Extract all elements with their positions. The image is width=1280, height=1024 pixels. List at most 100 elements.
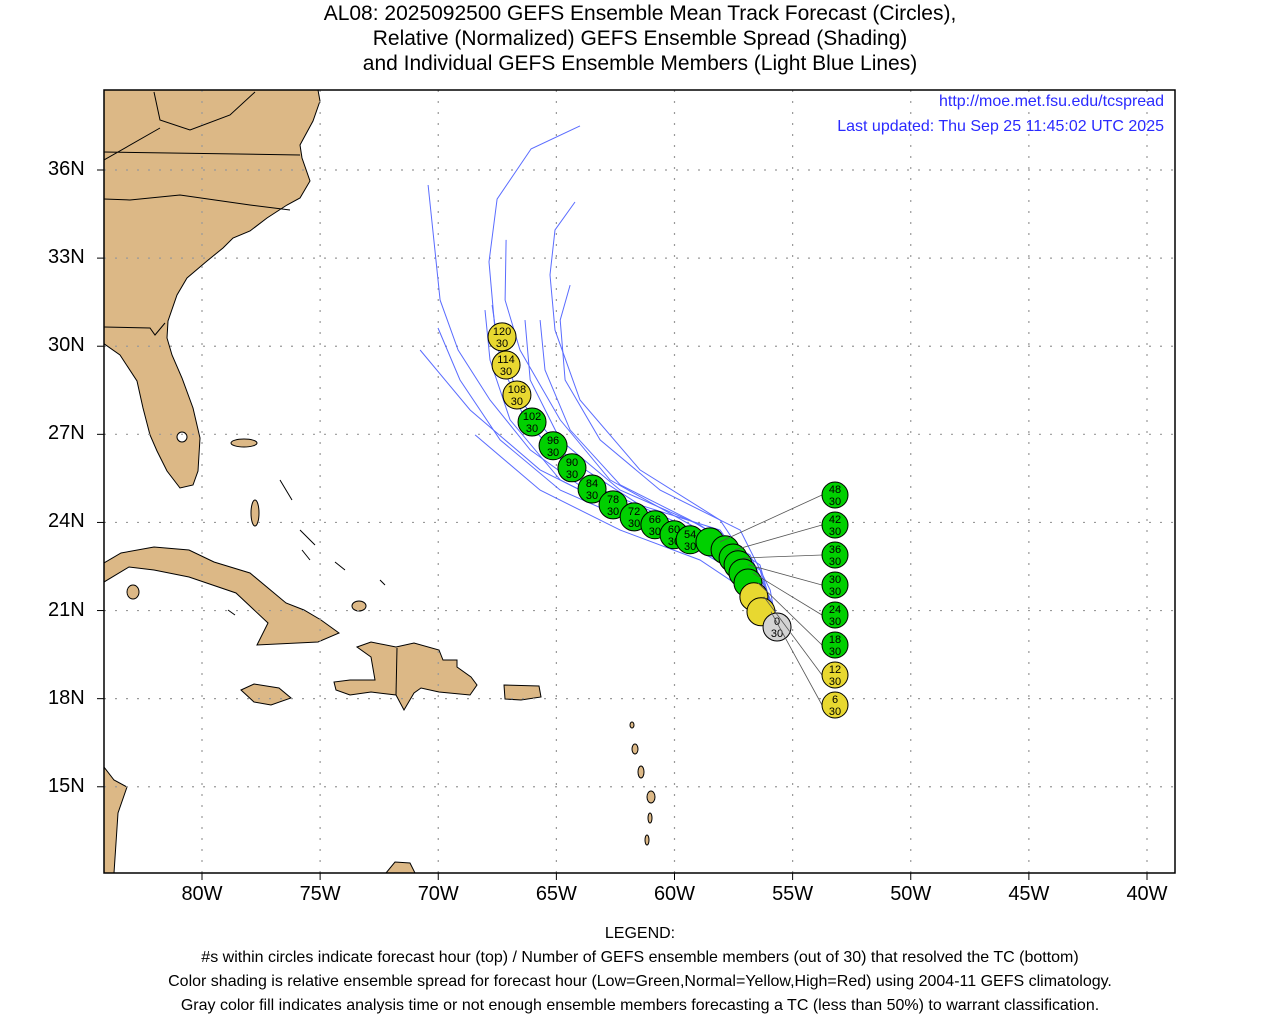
member-count-label: 30	[500, 366, 512, 378]
hispaniola	[333, 641, 478, 712]
forecast-hour-label: 84	[586, 478, 598, 490]
source-url-link[interactable]: http://moe.met.fsu.edu/tcspread	[938, 93, 1164, 110]
member-count-label: 30	[628, 518, 640, 530]
forecast-circle-fill	[491, 350, 521, 380]
forecast-hour-label: 66	[649, 514, 661, 526]
forecast-circle: 030	[762, 612, 792, 642]
member-count-label: 30	[496, 338, 508, 350]
forecast-hour-label: 18	[829, 634, 841, 646]
forecast-circle-fill	[538, 431, 568, 461]
callout-leader-line	[743, 554, 823, 559]
forecast-hour-label: 24	[829, 604, 841, 616]
x-tick-label: 40W	[1126, 883, 1168, 905]
forecast-circle-fill	[517, 407, 547, 437]
forecast-hour-label: 78	[607, 494, 619, 506]
haiti-dr-border	[395, 647, 398, 696]
forecast-hour-label: 30	[829, 574, 841, 586]
forecast-circle-fill	[487, 322, 517, 352]
x-tick-label: 50W	[890, 883, 932, 905]
lake-okeechobee	[176, 431, 188, 443]
y-tick-label: 21N	[48, 598, 85, 621]
callout-circle	[821, 511, 849, 539]
callout-leader-line	[770, 611, 823, 706]
callout-circle	[821, 571, 849, 599]
member-count-label: 30	[511, 396, 523, 408]
small-islands	[126, 438, 656, 846]
gridlines	[104, 90, 1175, 873]
callout-leader-line	[734, 524, 823, 551]
puerto-rico	[503, 684, 542, 701]
member-count-label: 30	[526, 423, 538, 435]
member-count-label: 30	[829, 646, 841, 658]
callout-leader-line	[719, 494, 823, 543]
forecast-hour-label: 48	[829, 484, 841, 496]
member-count-label: 30	[829, 586, 841, 598]
forecast-hour-label: 42	[829, 514, 841, 526]
forecast-circle-callout: 630	[770, 611, 849, 719]
land-layer	[104, 90, 656, 873]
callout-leader-line	[757, 582, 823, 646]
forecast-hour-label: 90	[566, 457, 578, 469]
callout-circle	[821, 631, 849, 659]
forecast-hour-label: 108	[508, 384, 526, 396]
cuba	[104, 546, 341, 646]
member-count-label: 30	[829, 556, 841, 568]
legend-heading: LEGEND:	[604, 925, 676, 942]
south-america	[385, 861, 416, 873]
y-tick-label: 30N	[48, 334, 85, 357]
callout-circle	[821, 481, 849, 509]
member-count-label: 30	[829, 496, 841, 508]
forecast-circle-fill	[577, 474, 607, 504]
ensemble-member-track	[539, 320, 778, 628]
y-tick-label: 15N	[48, 774, 85, 797]
forecast-circle-callout: 24 30	[752, 572, 849, 629]
member-count-label: 30	[566, 469, 578, 481]
callout-leader-line	[747, 564, 823, 586]
title-line-3: and Individual GEFS Ensemble Members (Li…	[362, 52, 918, 75]
member-count-label: 30	[649, 526, 661, 538]
y-tick-label: 18N	[48, 686, 85, 709]
ensemble-member-track	[474, 434, 778, 628]
forecast-hour-label: 102	[523, 411, 541, 423]
y-tick-label: 36N	[48, 158, 85, 180]
central-america	[104, 766, 128, 873]
forecast-hour-label: 72	[628, 506, 640, 518]
member-count-label: 30	[586, 490, 598, 502]
callout-circle	[821, 691, 849, 719]
x-tick-label: 60W	[653, 883, 696, 905]
state-borders	[104, 91, 301, 336]
last-updated: Last updated: Thu Sep 25 11:45:02 UTC 20…	[837, 118, 1164, 135]
forecast-circle-fill	[762, 612, 792, 642]
us-east-coast	[104, 90, 321, 489]
jamaica	[240, 683, 292, 706]
member-count-label: 30	[771, 628, 783, 640]
callout-circle	[821, 661, 849, 689]
member-count-label: 30	[829, 706, 841, 718]
y-tick-label: 33N	[48, 246, 85, 269]
title-line-2: Relative (Normalized) GEFS Ensemble Spre…	[372, 27, 908, 50]
forecast-hour-label: 60	[668, 524, 680, 536]
forecast-hour-label: 12	[829, 664, 841, 676]
callout-circle	[821, 541, 849, 569]
forecast-circle-fill	[557, 453, 587, 483]
axis-ticks	[97, 169, 1148, 880]
map-frame	[103, 89, 1176, 874]
x-tick-label: 55W	[772, 883, 814, 905]
legend-line-2: Color shading is relative ensemble sprea…	[168, 973, 1112, 990]
x-tick-label: 75W	[299, 883, 341, 905]
member-count-label: 30	[547, 447, 559, 459]
title-line-1: AL08: 2025092500 GEFS Ensemble Mean Trac…	[323, 2, 957, 25]
x-tick-label: 80W	[181, 883, 223, 905]
forecast-hour-label: 54	[684, 529, 696, 541]
